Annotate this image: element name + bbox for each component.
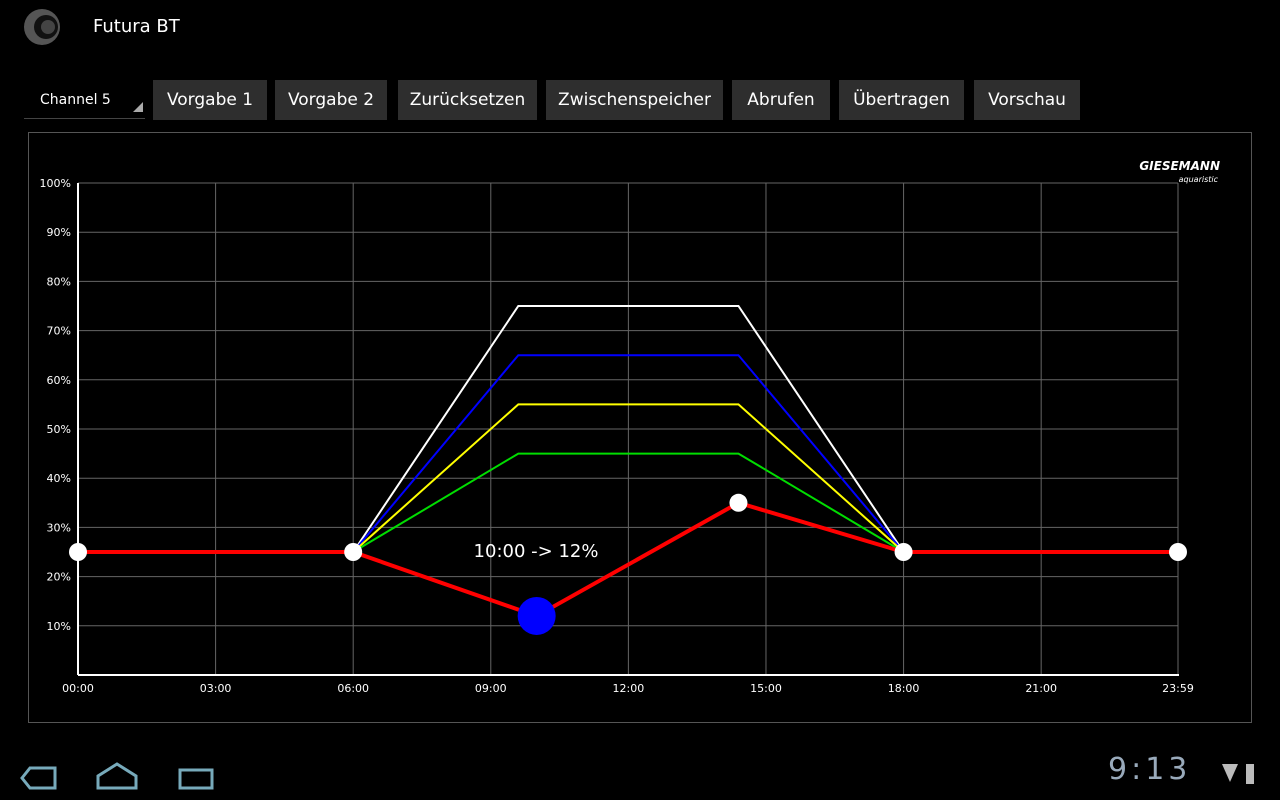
brand-sub: aquaristic [1179, 175, 1219, 184]
series-line [352, 354, 905, 553]
toolbar-button[interactable]: Zwischenspeicher [546, 80, 723, 120]
x-tick-label: 06:00 [337, 682, 369, 695]
x-tick-label: 21:00 [1025, 682, 1057, 695]
control-point [1169, 543, 1187, 561]
toolbar-button[interactable]: Zurücksetzen [398, 80, 537, 120]
y-tick-label: 10% [47, 620, 71, 633]
toolbar-button[interactable]: Vorgabe 1 [153, 80, 267, 120]
series-line [352, 305, 905, 553]
series-line [78, 500, 1178, 619]
x-tick-label: 03:00 [200, 682, 232, 695]
app-title: Futura BT [93, 16, 180, 37]
home-button[interactable] [96, 762, 138, 790]
channel-spinner[interactable]: Channel 5 [24, 80, 145, 119]
control-point [69, 543, 87, 561]
y-tick-label: 60% [47, 374, 71, 387]
app-icon [24, 9, 60, 45]
brand: GIESEMANN [1139, 159, 1220, 173]
control-point [894, 543, 913, 561]
y-tick-label: 80% [47, 275, 71, 288]
x-tick-label: 23:59 [1162, 682, 1194, 695]
y-tick-label: 70% [47, 325, 71, 338]
series-line [352, 403, 905, 553]
chart-frame [28, 132, 1252, 723]
nav-icons [20, 762, 214, 790]
x-tick-label: 12:00 [613, 682, 645, 695]
back-button[interactable] [20, 766, 57, 790]
chart: GIESEMANN aquaristic 00:00 03:00 06:00 09:0… [28, 132, 1252, 723]
toolbar-button[interactable]: Vorschau [974, 80, 1080, 120]
y-tick-label: 40% [47, 472, 71, 485]
channel-label: Channel 5 [40, 92, 111, 108]
control-point [344, 543, 363, 561]
series-line [352, 452, 905, 553]
y-tick-label: 50% [47, 423, 71, 436]
x-tick-label: 09:00 [475, 682, 507, 695]
annotation: 10:00 -> 12% [474, 541, 599, 562]
toolbar-button[interactable]: Übertragen [839, 80, 964, 120]
clock: 9:13 [1108, 752, 1192, 787]
toolbar-button[interactable]: Vorgabe 2 [275, 80, 387, 120]
selected-point [517, 596, 556, 635]
y-tick-label: 100% [40, 177, 71, 190]
x-tick-label: 00:00 [62, 682, 94, 695]
toolbar-button[interactable]: Abrufen [732, 80, 830, 120]
y-tick-label: 30% [47, 521, 71, 534]
x-tick-label: 15:00 [750, 682, 782, 695]
status-icons [1222, 764, 1254, 784]
x-tick-label: 18:00 [888, 682, 920, 695]
spinner-arrow [133, 102, 143, 112]
control-point [729, 493, 748, 512]
nav-bar: 9:13 [0, 740, 1280, 800]
header: Futura BT [0, 0, 1280, 60]
y-tick-label: 90% [47, 226, 71, 239]
recent-button[interactable] [178, 768, 214, 790]
y-tick-label: 20% [47, 571, 71, 584]
